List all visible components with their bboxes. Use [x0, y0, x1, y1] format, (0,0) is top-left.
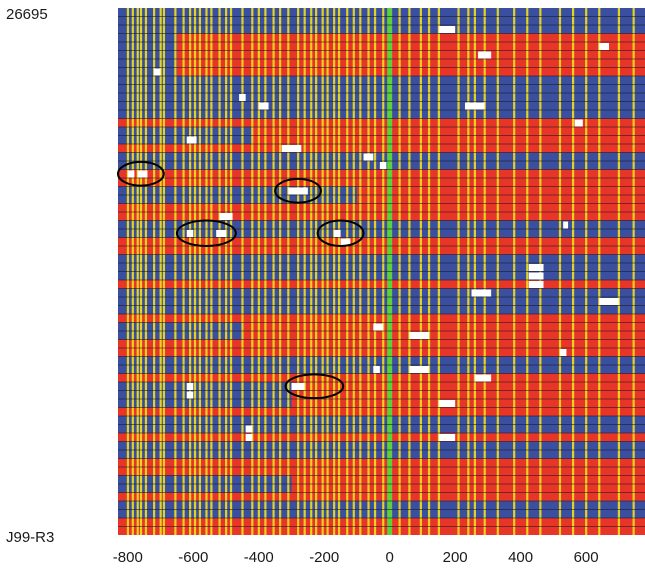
highlight-ellipse: [117, 160, 165, 187]
blue-row-block: [118, 8, 645, 34]
missing-block: [438, 400, 456, 407]
missing-block: [528, 281, 544, 288]
missing-block: [219, 213, 233, 220]
highlight-ellipse: [274, 177, 322, 204]
bottom-row-label: J99-R3: [6, 529, 55, 546]
missing-block: [245, 425, 253, 433]
missing-block: [438, 26, 456, 33]
missing-block: [186, 136, 197, 144]
missing-block: [373, 366, 380, 373]
missing-block: [464, 102, 485, 110]
missing-block: [471, 289, 492, 297]
missing-block: [291, 383, 305, 390]
highlight-ellipse: [175, 219, 237, 247]
missing-block: [599, 43, 609, 50]
x-tick-label: 400: [508, 549, 533, 566]
missing-block: [474, 374, 492, 382]
missing-block: [186, 383, 194, 390]
missing-block: [559, 349, 567, 356]
x-tick-label: 200: [443, 549, 468, 566]
missing-block: [599, 298, 619, 305]
missing-block: [528, 272, 544, 280]
missing-block: [334, 230, 341, 237]
missing-block: [258, 102, 269, 110]
x-tick-label: 600: [574, 549, 599, 566]
missing-block: [239, 94, 246, 101]
missing-block: [154, 68, 161, 76]
missing-block: [288, 187, 308, 195]
missing-block: [528, 264, 544, 271]
missing-block: [563, 221, 569, 229]
missing-block: [340, 238, 351, 246]
missing-block: [137, 170, 148, 178]
x-tick-label: 0: [386, 549, 394, 566]
blue-row-block: [118, 76, 645, 102]
missing-block: [245, 434, 253, 441]
x-tick-label: -800: [113, 549, 143, 566]
highlight-ellipse: [316, 219, 365, 247]
top-row-label: 26695: [6, 6, 48, 23]
blue-row-block: [118, 288, 645, 314]
missing-block: [379, 162, 387, 169]
x-tick-label: -400: [244, 549, 274, 566]
missing-block: [281, 145, 302, 152]
x-tick-label: -600: [178, 549, 208, 566]
missing-block: [363, 153, 374, 161]
missing-block: [373, 323, 384, 331]
highlight-ellipse: [284, 373, 345, 400]
missing-block: [574, 119, 583, 127]
missing-block: [478, 51, 492, 59]
missing-block: [216, 230, 227, 237]
missing-block: [186, 230, 194, 237]
blue-row-block: [118, 254, 645, 280]
missing-block: [409, 366, 429, 373]
missing-block: [438, 434, 456, 441]
x-tick-label: -200: [309, 549, 339, 566]
missing-block: [127, 170, 135, 178]
missing-block: [186, 391, 194, 399]
missing-block: [409, 332, 429, 339]
